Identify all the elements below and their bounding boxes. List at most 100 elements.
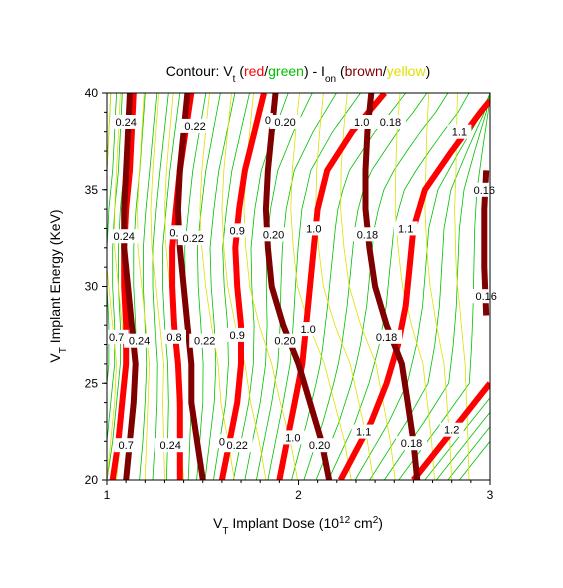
contour-label-layer: 0.24 0.22 0.20 0 1.0 0.18 1.1 0.16 0.24 0. 0.22 0.9…	[104, 113, 502, 453]
contour-label: 0.22	[179, 118, 211, 133]
contour-label-text: 0.18	[376, 332, 397, 344]
ion-minor-contour	[221, 93, 267, 480]
contour-label-text: 0.20	[263, 229, 284, 241]
contour-label-text: 0	[219, 436, 225, 448]
vt-minor-contour	[291, 93, 407, 480]
contour-label-text: 1.0	[285, 432, 300, 444]
ion-contour-0.22	[174, 93, 206, 480]
major-contour-layer	[109, 93, 490, 480]
contour-label-text: 0.20	[274, 336, 295, 348]
contour-label-text: 0	[265, 115, 271, 127]
contour-label: 0.7	[114, 438, 139, 453]
y-tick-label: 20	[85, 473, 99, 487]
contour-label-bg	[447, 124, 472, 139]
contour-label-text: 0.18	[380, 117, 401, 129]
ion-minor-contour	[150, 93, 165, 480]
ion-minor-contour	[107, 93, 118, 480]
contour-label-bg	[269, 333, 301, 348]
contour-label: 0.22	[221, 438, 253, 453]
contour-label: 0.18	[396, 436, 427, 451]
contour-label-bg	[110, 115, 142, 129]
y-axis-title: VT Implant Energy (KeV)	[47, 209, 69, 362]
contour-label: 0.24	[110, 115, 142, 129]
ion-minor-contour	[199, 93, 235, 480]
ion-minor-contour	[394, 93, 435, 480]
contour-label-text: 0.24	[113, 231, 134, 243]
vt-minor-contour	[424, 397, 490, 480]
contour-label: 0.24	[154, 438, 186, 453]
contour-label-text: 0.22	[182, 233, 203, 245]
contour-label-text: 1.0	[306, 223, 321, 235]
contour-label: 0.20	[269, 333, 301, 348]
contour-label-text: 0.18	[401, 438, 422, 450]
contour-label-bg	[114, 438, 139, 453]
contour-label: 1.0	[296, 322, 321, 337]
contour-label: 1.2	[439, 422, 464, 437]
contour-label-bg	[124, 333, 156, 348]
vt-minor-contour	[398, 93, 490, 480]
ion-minor-contour	[424, 93, 453, 480]
contour-label-text: 0.	[169, 227, 178, 239]
y-tick-label: 35	[85, 183, 99, 197]
vt-minor-contour	[328, 93, 470, 480]
contour-label-bg	[371, 329, 403, 344]
vt-minor-contour	[244, 93, 313, 480]
vt-minor-contour	[267, 93, 361, 480]
contour-label-bg	[351, 424, 376, 439]
contour-label-bg	[439, 422, 464, 437]
contour-label-text: 0.8	[166, 332, 181, 344]
vt-contour-1.0	[276, 93, 387, 480]
contour-label: 1.1	[447, 124, 472, 139]
contour-label: 1.1	[351, 424, 376, 439]
ion-contour-0.20	[262, 93, 333, 480]
chart-title: Contour: Vt (red/green) - Ion (brown/yel…	[166, 63, 431, 85]
x-tick-label: 1	[104, 488, 111, 502]
contour-label-text: 0.24	[129, 336, 150, 348]
contour-label: 0.18	[371, 329, 403, 344]
vt-contour-0.9	[218, 93, 267, 480]
contour-label: 0.18	[351, 227, 383, 242]
contour-label: 0.24	[108, 229, 140, 244]
contour-label: 0.9	[225, 327, 250, 342]
y-axis: 20 25 30 35 40	[85, 86, 107, 487]
contour-label-bg	[304, 438, 336, 453]
contour-label: 1.0	[301, 221, 326, 236]
vt-minor-contour	[436, 411, 490, 480]
x-axis: 1 2 3	[104, 480, 494, 502]
contour-label-text: 1.2	[444, 425, 459, 437]
contour-label: 0.16	[470, 289, 502, 304]
vt-minor-contour	[233, 93, 289, 480]
contour-label-bg	[374, 115, 406, 129]
contour-label-text: 0.18	[357, 229, 378, 241]
contour-label: 0	[216, 434, 227, 449]
contour-label-bg	[189, 333, 221, 348]
contour-label: 0.24	[124, 333, 156, 348]
x-tick-label: 3	[487, 488, 494, 502]
contour-label-text: 0.22	[184, 121, 205, 133]
contour-label-bg	[225, 223, 250, 238]
contour-label-text: 0.9	[230, 330, 245, 342]
contour-label: 0.9	[225, 223, 250, 238]
contour-label-bg	[349, 115, 374, 129]
contour-label-bg	[470, 289, 502, 304]
contour-label: 0.20	[258, 227, 290, 242]
contour-label-bg	[177, 231, 209, 246]
vt-contour-1.2	[411, 381, 490, 480]
contour-label: 1.0	[349, 115, 374, 129]
vt-minor-contour	[204, 93, 236, 480]
ion-minor-contour	[290, 93, 352, 480]
ion-minor-contour	[137, 93, 151, 480]
contour-label: 0.16	[468, 182, 500, 197]
contour-label-bg	[179, 118, 211, 133]
contour-label-bg	[280, 430, 305, 445]
vt-minor-contour	[107, 93, 123, 444]
contour-label-bg	[258, 227, 290, 242]
contour-label-bg	[468, 182, 500, 197]
contour-label-text: 0.9	[230, 225, 245, 237]
x-tick-label: 2	[295, 488, 302, 502]
vt-minor-contour	[107, 93, 117, 388]
vt-minor-contour	[152, 93, 169, 480]
contour-label-text: 1.0	[300, 324, 315, 336]
contour-label-bg	[262, 113, 273, 128]
contour-label-bg	[225, 327, 250, 342]
